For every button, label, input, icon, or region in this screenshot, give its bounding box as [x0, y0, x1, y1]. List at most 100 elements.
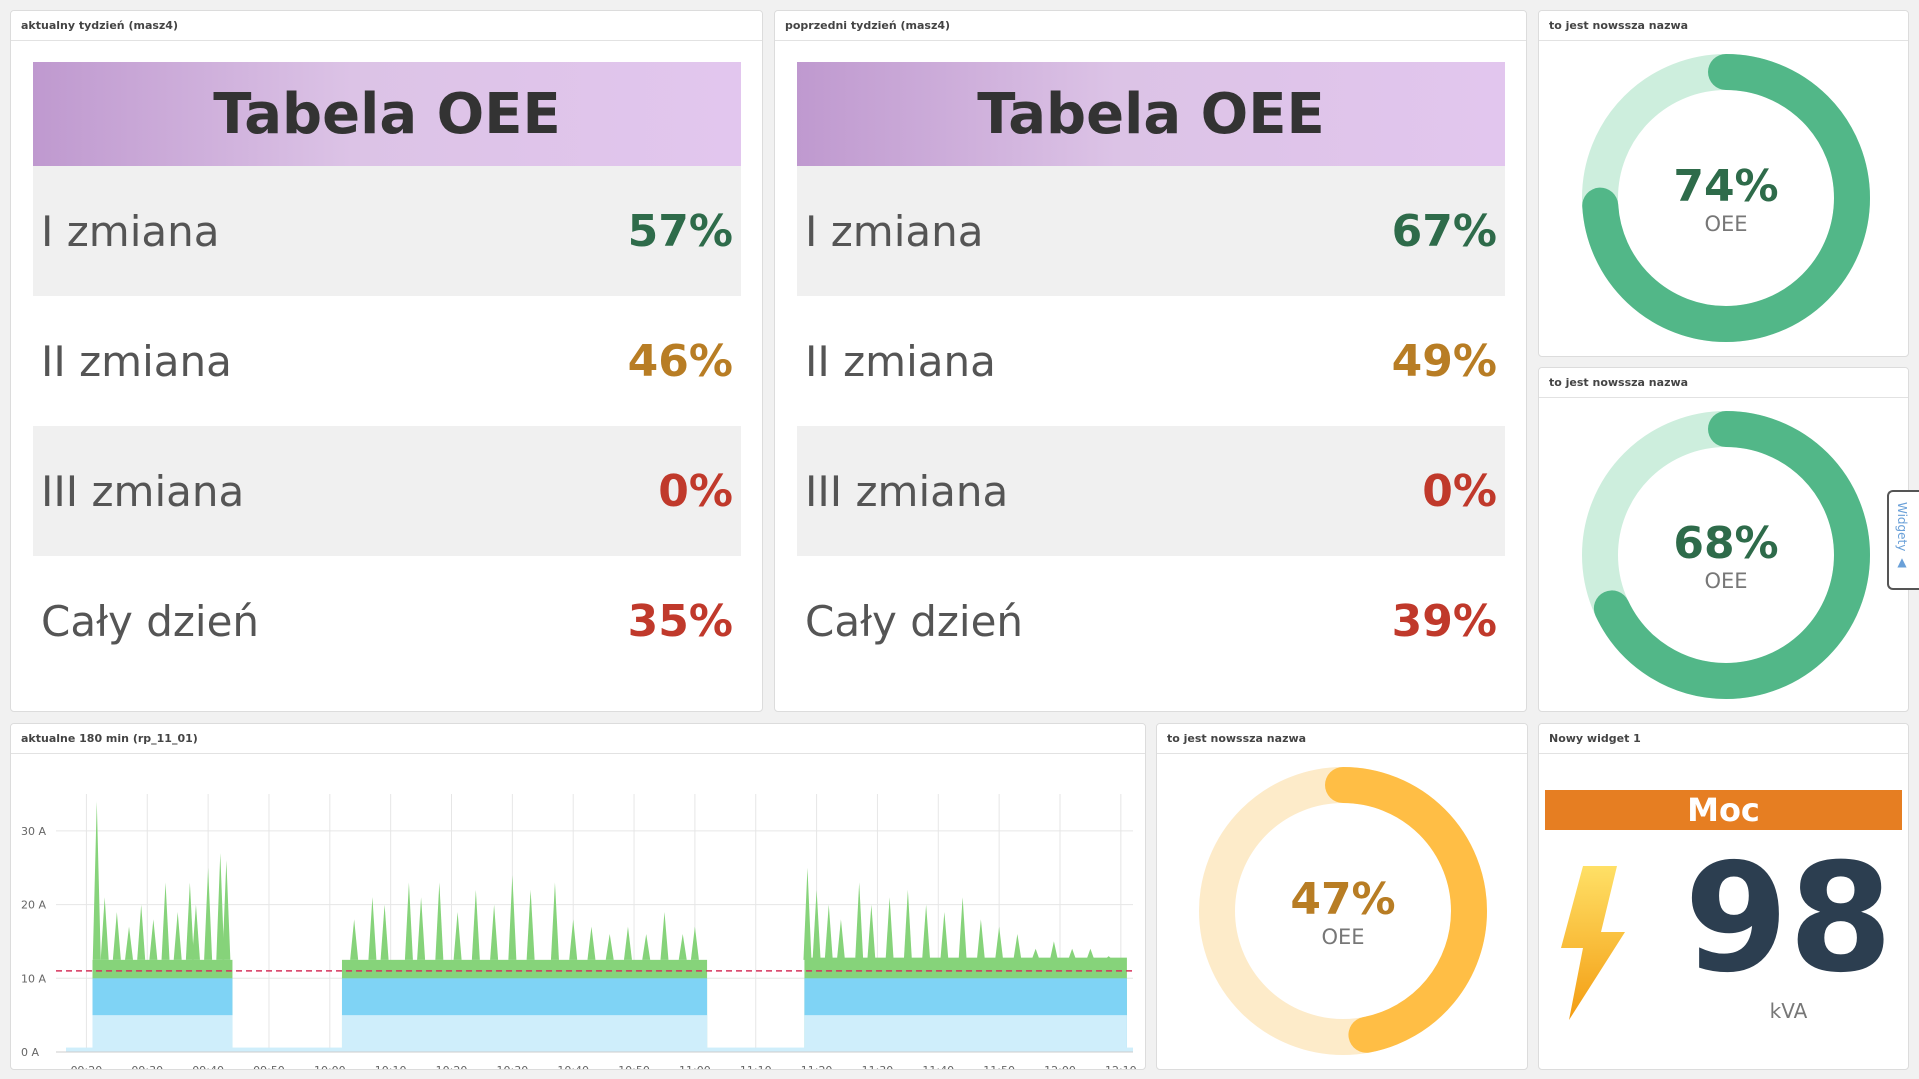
- oee-table-title: Tabela OEE: [33, 62, 741, 166]
- panel-power: Nowy widget 1 Moc 98 kVA: [1538, 723, 1909, 1070]
- side-tab-label: Widgety ▲: [1895, 502, 1909, 570]
- x-tick-label: 09:50: [253, 1064, 285, 1070]
- panel-header[interactable]: aktualny tydzień (masz4): [11, 11, 762, 41]
- peak-spike: [204, 867, 213, 960]
- peak-spike: [149, 919, 158, 960]
- x-tick-label: 11:20: [801, 1064, 833, 1070]
- row-value: 35%: [627, 595, 733, 647]
- peak-spike: [1031, 948, 1040, 960]
- lightning-bolt-icon: [1561, 866, 1625, 1020]
- peak-spike: [836, 919, 845, 960]
- peak-spike: [173, 911, 182, 960]
- panel-header[interactable]: Nowy widget 1: [1539, 724, 1908, 754]
- peak-spike: [368, 897, 377, 960]
- row-value: 0%: [1422, 465, 1497, 517]
- peak-spike: [350, 919, 359, 960]
- row-label: III zmiana: [41, 466, 245, 516]
- panel-header[interactable]: aktualne 180 min (rp_11_01): [11, 724, 1145, 754]
- peak-spike: [1104, 956, 1113, 960]
- panel-header[interactable]: to jest nowssza nazwa: [1539, 11, 1908, 41]
- oee-row-shift-3: III zmiana 0%: [797, 426, 1505, 556]
- oee-row-shift-1: I zmiana 67%: [797, 166, 1505, 296]
- row-value: 0%: [658, 465, 733, 517]
- panel-gauge-top: to jest nowssza nazwa 74% OEE: [1538, 10, 1909, 357]
- row-value: 39%: [1391, 595, 1497, 647]
- peak-spike: [435, 882, 444, 960]
- area-segment: [92, 1015, 233, 1052]
- oee-row-shift-3: III zmiana 0%: [33, 426, 741, 556]
- peak-spike: [587, 926, 596, 960]
- peak-spike: [161, 882, 170, 960]
- x-tick-label: 10:20: [436, 1064, 468, 1070]
- row-label: II zmiana: [41, 336, 232, 386]
- panel-header[interactable]: poprzedni tydzień (masz4): [775, 11, 1526, 41]
- peak-spike: [112, 911, 121, 960]
- x-tick-label: 10:00: [314, 1064, 346, 1070]
- x-tick-label: 11:10: [740, 1064, 772, 1070]
- x-tick-label: 10:10: [375, 1064, 407, 1070]
- oee-row-shift-2: II zmiana 49%: [797, 296, 1505, 426]
- panel-gauge-bottom: to jest nowssza nazwa 47% OEE: [1156, 723, 1528, 1070]
- panel-current-chart: aktualne 180 min (rp_11_01) 09:2009:3009…: [10, 723, 1146, 1070]
- peak-spike: [824, 904, 833, 960]
- peak-spike: [92, 801, 101, 960]
- peak-spike: [1013, 934, 1022, 960]
- x-tick-label: 11:30: [862, 1064, 894, 1070]
- row-label: I zmiana: [805, 206, 984, 256]
- x-tick-label: 12:00: [1044, 1064, 1076, 1070]
- peak-spike: [958, 897, 967, 960]
- peak-spike: [380, 904, 389, 960]
- peak-spike: [690, 926, 699, 960]
- x-tick-label: 10:40: [557, 1064, 589, 1070]
- x-tick-label: 11:40: [922, 1064, 954, 1070]
- peak-spike: [855, 882, 864, 960]
- peak-spike: [660, 911, 669, 960]
- row-value: 67%: [1391, 205, 1497, 257]
- peak-spike: [404, 882, 413, 960]
- panel-header[interactable]: to jest nowssza nazwa: [1157, 724, 1527, 754]
- peak-spike: [471, 889, 480, 960]
- peak-spike: [1068, 948, 1077, 960]
- peak-spike: [100, 897, 109, 960]
- peak-spike: [678, 934, 687, 960]
- gauge-percent: 47%: [1290, 874, 1396, 925]
- widgets-side-tab[interactable]: Widgety ▲: [1887, 490, 1919, 590]
- donut-chart: [1582, 411, 1870, 699]
- peak-spike: [508, 875, 517, 960]
- peak-spike: [922, 904, 931, 960]
- peak-spike: [903, 889, 912, 960]
- peak-spike: [526, 889, 535, 960]
- peak-spike: [490, 904, 499, 960]
- y-tick-label: 0 A: [21, 1046, 39, 1059]
- peak-spike: [940, 911, 949, 960]
- panel-gauge-mid: to jest nowssza nazwa 68% OEE: [1538, 367, 1909, 712]
- gauge-label: OEE: [1321, 925, 1365, 949]
- y-tick-label: 30 A: [21, 825, 46, 838]
- power-title: Moc: [1545, 790, 1902, 830]
- gauge-label: OEE: [1704, 569, 1748, 593]
- area-segment: [804, 1015, 1127, 1052]
- oee-row-whole-day: Cały dzień 39%: [797, 556, 1505, 686]
- y-tick-label: 10 A: [21, 972, 46, 985]
- peak-spike: [222, 860, 231, 960]
- power-value: 98: [1684, 832, 1893, 1006]
- oee-gauge: 68% OEE: [1581, 410, 1871, 700]
- row-label: Cały dzień: [805, 596, 1024, 646]
- panel-previous-week: poprzedni tydzień (masz4) Tabela OEE I z…: [774, 10, 1527, 712]
- peak-spike: [623, 926, 632, 960]
- area-segment: [341, 1015, 708, 1052]
- gauge-label: OEE: [1704, 212, 1748, 236]
- donut-chart: [1582, 54, 1870, 342]
- x-tick-label: 09:20: [71, 1064, 103, 1070]
- x-tick-label: 10:30: [497, 1064, 529, 1070]
- y-tick-label: 20 A: [21, 899, 46, 912]
- power-unit: kVA: [1769, 999, 1808, 1023]
- peak-spike: [216, 852, 225, 960]
- peak-spike: [550, 882, 559, 960]
- current-time-series-chart: 09:20 09:30 09:40 09:50 10:00 10:10 10:20 10:30…: [21, 794, 1137, 1070]
- peak-spike: [453, 911, 462, 960]
- oee-table-title: Tabela OEE: [797, 62, 1505, 166]
- panel-header[interactable]: to jest nowssza nazwa: [1539, 368, 1908, 398]
- oee-row-shift-1: I zmiana 57%: [33, 166, 741, 296]
- peak-spike: [642, 934, 651, 960]
